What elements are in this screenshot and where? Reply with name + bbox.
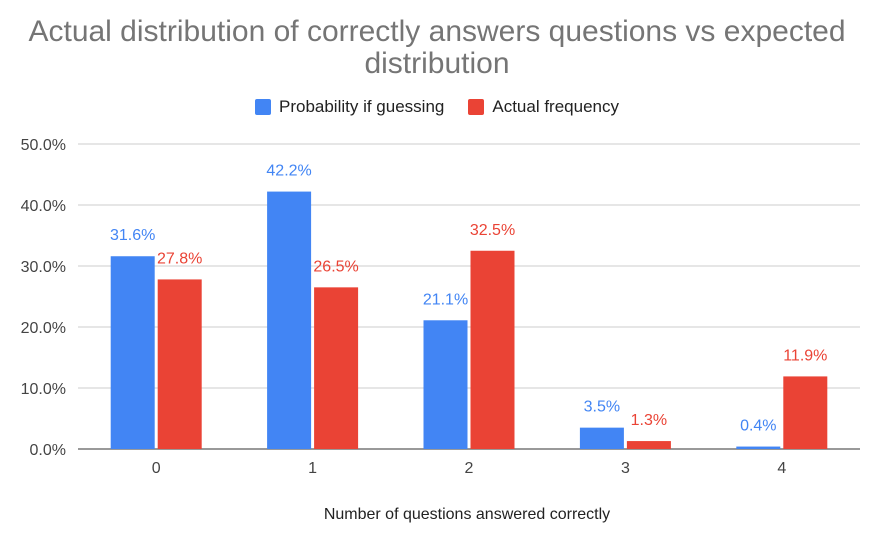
bar-actual-0 [157,279,202,449]
bar-actual-4 [783,376,828,449]
x-axis-title: Number of questions answered correctly [324,506,610,523]
y-tick-label: 30.0% [21,259,66,276]
data-label: 1.3% [631,412,667,429]
legend-item-probability: Probability if guessing [254,97,445,117]
legend-label-actual: Actual frequency [492,97,619,116]
bar-actual-1 [314,287,359,449]
legend-swatch-probability [254,99,271,115]
data-label: 0.4% [740,418,776,435]
data-label: 42.2% [266,163,311,180]
bar-actual-3 [626,441,671,449]
y-tick-label: 20.0% [21,320,66,337]
data-label: 3.5% [584,399,620,416]
bar-actual-2 [470,250,515,449]
bar-probability-4 [736,446,781,449]
data-label: 27.8% [157,250,202,267]
data-label: 26.5% [313,258,358,275]
data-label: 31.6% [110,227,155,244]
y-tick-label: 0.0% [30,442,66,459]
x-tick-label: 4 [777,460,786,477]
legend-item-actual: Actual frequency [468,97,619,117]
x-tick-label: 1 [308,460,317,477]
legend-label-probability: Probability if guessing [278,97,445,116]
bar-probability-0 [110,256,155,449]
bar-probability-3 [579,427,624,449]
x-tick-label: 2 [465,460,474,477]
y-tick-label: 50.0% [21,137,66,154]
legend-swatch-actual [468,99,485,115]
bar-probability-1 [267,191,312,449]
x-tick-label: 3 [621,460,630,477]
data-label: 11.9% [783,347,827,364]
y-tick-label: 40.0% [21,198,66,215]
chart-title: Actual distribution of correctly answers… [28,15,846,80]
legend: Probability if guessing Actual frequency [0,97,874,117]
y-tick-label: 10.0% [21,381,66,398]
data-label: 21.1% [423,291,468,308]
data-label: 32.5% [470,222,515,239]
bar-probability-2 [423,320,468,449]
x-tick-label: 0 [152,460,161,477]
